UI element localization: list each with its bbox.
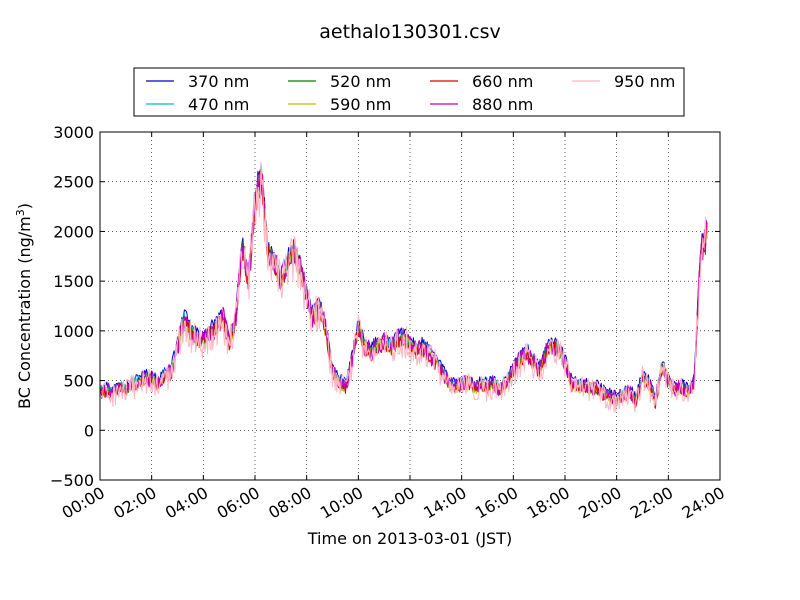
y-tick-label: 2000: [53, 222, 94, 241]
legend-label-660-nm: 660 nm: [472, 72, 533, 91]
legend-box: [133, 67, 685, 117]
y-tick-label: 0: [84, 421, 94, 440]
y-tick-label: 1500: [53, 272, 94, 291]
legend-label-590-nm: 590 nm: [330, 95, 391, 114]
y-axis-label: BC Concentration (ng/m3): [14, 203, 34, 409]
series-line-950-nm: [99, 162, 708, 413]
legend-label-470-nm: 470 nm: [188, 95, 249, 114]
legend-label-950-nm: 950 nm: [614, 72, 675, 91]
legend-label-370-nm: 370 nm: [188, 72, 249, 91]
y-axis-label-sup: 3: [14, 209, 27, 216]
chart-title: aethalo130301.csv: [319, 21, 501, 43]
legend: 370 nm 470 nm 520 nm 590 nm 660 nm 880 nm 950 …: [133, 67, 685, 117]
x-axis-label: Time on 2013-03-01 (JST): [307, 529, 512, 548]
y-tick-label: −500: [50, 471, 94, 490]
y-tick-label: 500: [63, 372, 94, 391]
y-tick-label: 1000: [53, 322, 94, 341]
legend-label-880-nm: 880 nm: [472, 95, 533, 114]
y-axis-label-main: BC Concentration (ng/m: [15, 216, 34, 409]
series-layer: [99, 162, 708, 413]
legend-label-520-nm: 520 nm: [330, 72, 391, 91]
y-tick-label: 2500: [53, 173, 94, 192]
y-tick-label: 3000: [53, 123, 94, 142]
y-axis-label-close: ): [15, 203, 34, 209]
grid: [100, 132, 720, 480]
